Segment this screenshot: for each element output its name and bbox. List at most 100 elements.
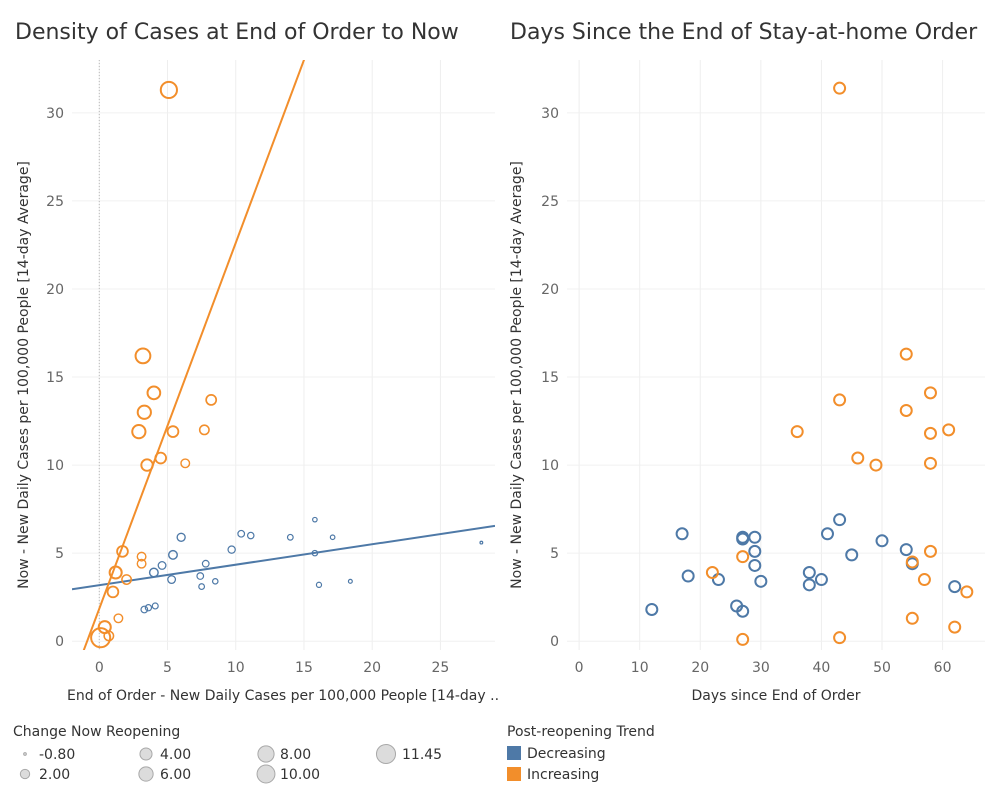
size-legend-swatch (19, 768, 31, 780)
data-point-decreasing (151, 602, 159, 610)
data-point-decreasing (802, 566, 816, 580)
size-legend-label: 11.45 (402, 747, 442, 763)
data-point-increasing (121, 574, 133, 586)
data-point-increasing (905, 555, 919, 569)
data-point-decreasing (645, 602, 659, 616)
data-point-decreasing (144, 604, 153, 612)
data-point-increasing (948, 620, 962, 634)
data-point-increasing (134, 347, 152, 365)
size-legend-swatch (256, 764, 276, 784)
data-point-increasing (851, 451, 865, 465)
size-legend-label: -0.80 (39, 747, 75, 763)
data-point-decreasing (246, 531, 255, 540)
size-legend-label: 6.00 (160, 767, 191, 783)
data-point-decreasing (198, 583, 206, 591)
data-point-increasing (736, 550, 750, 564)
y-tick-label: 0 (55, 634, 64, 650)
size-legend-label: 2.00 (39, 767, 70, 783)
data-point-decreasing (312, 516, 318, 523)
y-tick-label: 25 (46, 194, 64, 210)
data-point-decreasing (948, 580, 962, 594)
x-tick-label: 60 (934, 660, 952, 676)
size-legend-swatch (257, 745, 275, 763)
color-legend-swatch (507, 746, 521, 760)
trend-line-decreasing (72, 524, 495, 591)
data-point-increasing (960, 585, 974, 599)
size-legend-swatch (23, 752, 27, 756)
data-point-decreasing (211, 578, 219, 585)
data-point-decreasing (845, 548, 859, 562)
y-tick-label: 5 (55, 546, 64, 562)
x-axis-label: Days since End of Order (692, 688, 861, 704)
y-tick-label: 0 (550, 634, 559, 650)
x-tick-label: 5 (163, 660, 172, 676)
data-point-increasing (113, 613, 124, 624)
data-point-decreasing (148, 567, 159, 578)
x-tick-label: 0 (95, 660, 104, 676)
x-tick-label: 10 (631, 660, 649, 676)
data-point-increasing (705, 566, 719, 580)
data-point-increasing (833, 631, 847, 645)
data-point-increasing (146, 385, 162, 401)
color-legend-label: Decreasing (527, 746, 606, 762)
data-point-increasing (136, 404, 152, 420)
size-legend-label: 10.00 (280, 767, 320, 783)
data-point-increasing (869, 458, 883, 472)
color-legend-label: Increasing (527, 767, 599, 783)
data-point-decreasing (748, 530, 762, 544)
scatter-plot-left: 0 5 10 15 20 25 0 5 10 15 20 25 30 End of Order - New… (16, 60, 499, 704)
data-point-increasing (790, 425, 804, 439)
y-tick-label: 20 (541, 282, 559, 298)
data-point-decreasing (754, 574, 768, 588)
data-point-increasing (136, 558, 147, 569)
data-point-decreasing (899, 543, 913, 557)
size-legend-swatch (138, 766, 154, 782)
data-point-increasing (205, 394, 218, 406)
data-point-increasing (923, 544, 937, 558)
size-legend-swatch (375, 743, 397, 765)
data-point-increasing (154, 451, 167, 465)
data-point-increasing (917, 573, 931, 587)
data-point-decreasing (820, 527, 834, 541)
data-point-decreasing (286, 533, 294, 541)
data-point-decreasing (167, 575, 177, 585)
size-legend: -0.80 2.00 4.00 6.00 8.00 10.00 11.45 (19, 743, 442, 784)
data-point-increasing (159, 80, 178, 100)
data-point-decreasing (802, 578, 816, 592)
y-axis-label: Now - New Daily Cases per 100,000 People… (509, 161, 525, 589)
data-point-decreasing (329, 534, 336, 541)
data-point-increasing (923, 386, 937, 400)
data-point-increasing (905, 611, 919, 625)
data-point-increasing (131, 423, 147, 440)
data-point-decreasing (748, 544, 762, 558)
data-point-decreasing (675, 527, 689, 541)
data-point-decreasing (311, 549, 319, 557)
data-point-increasing (140, 458, 154, 472)
y-tick-label: 30 (541, 106, 559, 122)
data-point-decreasing (157, 561, 167, 570)
data-point-decreasing (201, 559, 210, 568)
data-point-decreasing (479, 540, 484, 545)
data-point-increasing (833, 393, 847, 407)
y-tick-label: 10 (46, 458, 64, 474)
data-point-increasing (106, 585, 120, 599)
x-tick-label: 20 (363, 660, 381, 676)
data-point-decreasing (748, 558, 762, 572)
data-point-decreasing (814, 573, 828, 587)
data-point-decreasing (736, 532, 750, 546)
x-axis-label: End of Order - New Daily Cases per 100,0… (67, 688, 499, 704)
data-point-increasing (116, 545, 129, 558)
y-tick-label: 10 (541, 458, 559, 474)
data-point-decreasing (140, 605, 149, 614)
chart-title-left: Density of Cases at End of Order to Now (15, 20, 459, 45)
data-point-increasing (198, 424, 210, 436)
x-tick-label: 15 (295, 660, 313, 676)
x-tick-label: 0 (575, 660, 584, 676)
x-tick-label: 50 (873, 660, 891, 676)
data-point-decreasing (227, 545, 236, 554)
data-point-decreasing (167, 549, 178, 560)
size-legend-title: Change Now Reopening (13, 724, 181, 740)
scatter-plot-right: 0 10 20 30 40 50 60 0 5 10 15 20 25 30 Days since End … (509, 60, 985, 704)
data-point-increasing (923, 456, 937, 470)
x-tick-label: 40 (813, 660, 831, 676)
